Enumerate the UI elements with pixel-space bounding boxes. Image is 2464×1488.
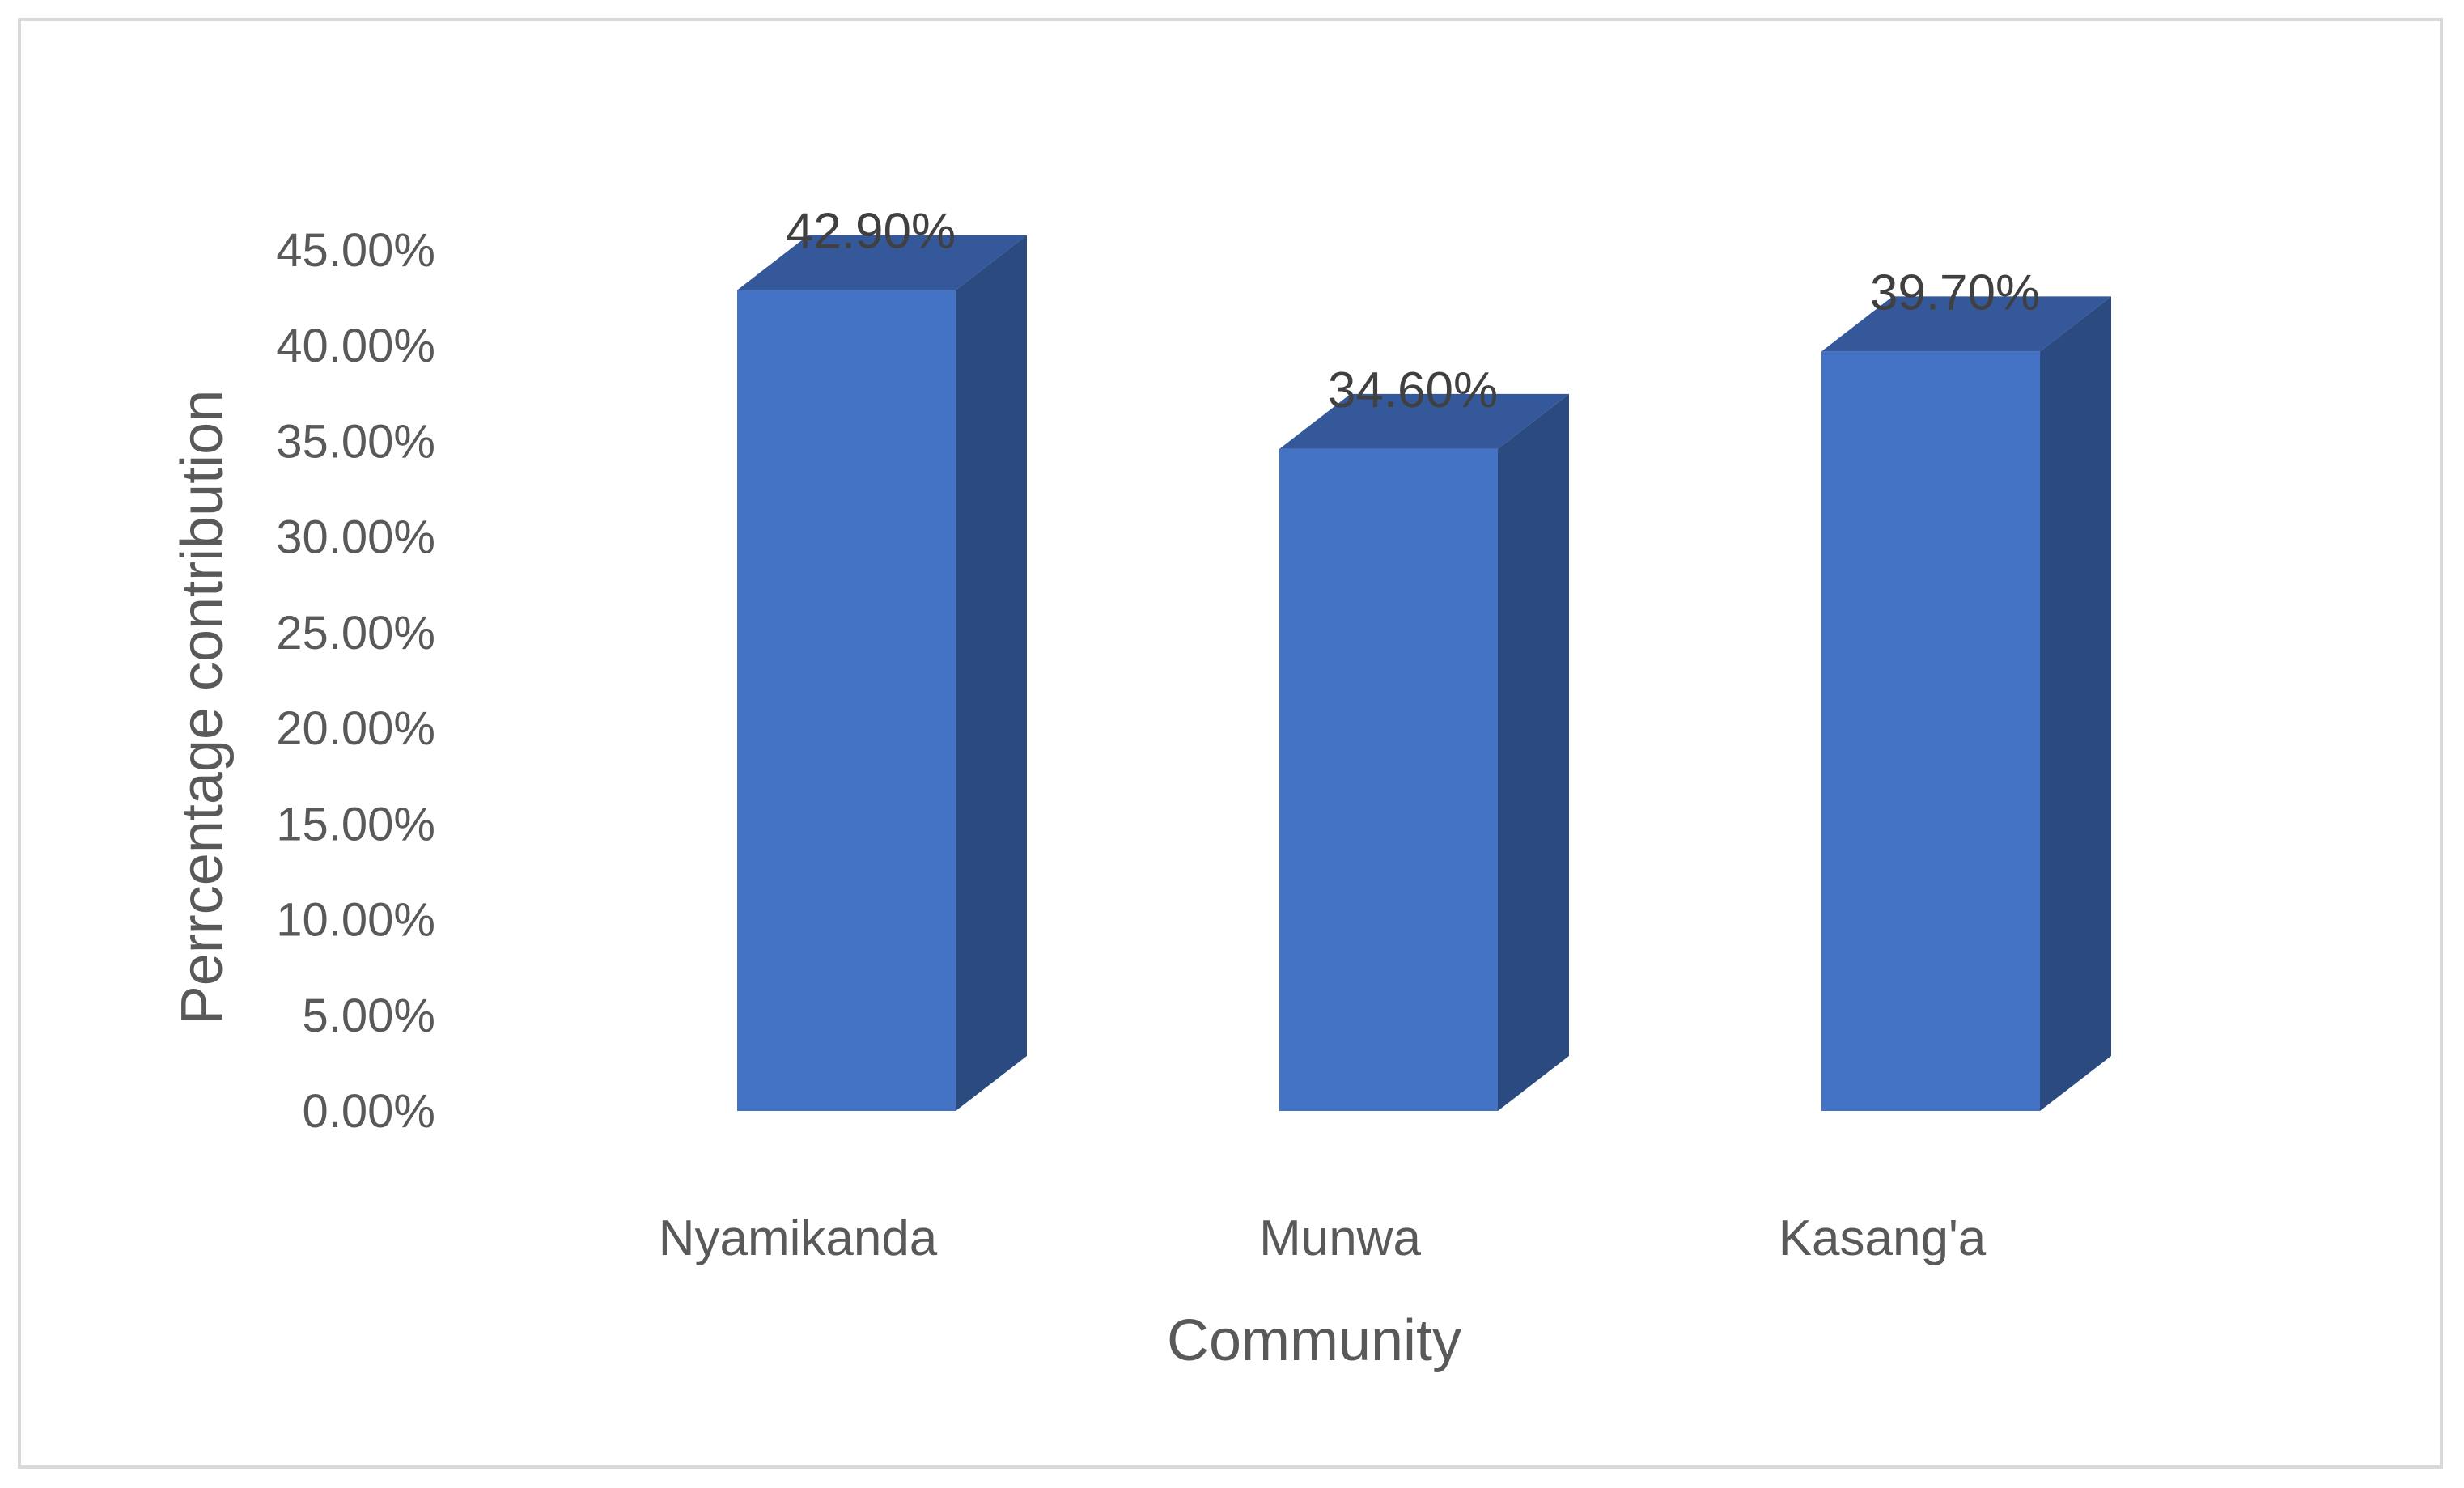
bar-top-face [737, 235, 1027, 290]
bar-side-face [1498, 393, 1569, 1111]
bar-front-face [1279, 448, 1498, 1111]
x-axis-title: Community [1167, 1308, 1461, 1373]
y-tick-label: 30.00% [276, 511, 435, 564]
bars [737, 235, 2111, 1111]
y-tick-label: 25.00% [276, 607, 435, 659]
y-tick-label: 40.00% [276, 320, 435, 372]
bar [1821, 296, 2111, 1111]
y-tick-label: 35.00% [276, 415, 435, 468]
x-category-label: Nyamikanda [659, 1210, 938, 1266]
chart-frame: 0.00% 5.00% 10.00% 15.00% 20.00% 25.00% 30.00%… [18, 18, 2443, 1469]
data-label: 39.70% [1870, 265, 2040, 320]
y-tick-label: 0.00% [303, 1085, 435, 1138]
y-axis-title: Perrcentage contribution [170, 390, 235, 1024]
x-axis-category-labels: Nyamikanda Munwa Kasang'a [659, 1210, 1987, 1266]
x-category-label: Kasang'a [1779, 1210, 1987, 1266]
bar [737, 235, 1027, 1111]
y-tick-label: 20.00% [276, 702, 435, 755]
y-tick-label: 15.00% [276, 798, 435, 850]
bar-chart: 0.00% 5.00% 10.00% 15.00% 20.00% 25.00% 30.00%… [170, 204, 2111, 1373]
y-axis-tick-labels: 0.00% 5.00% 10.00% 15.00% 20.00% 25.00% 30.00%… [276, 224, 435, 1138]
x-category-label: Munwa [1259, 1210, 1421, 1266]
data-label: 42.90% [786, 204, 956, 260]
bar [1279, 393, 1569, 1111]
bar-front-face [737, 290, 956, 1111]
bar-side-face [2040, 296, 2111, 1111]
bar-side-face [956, 235, 1027, 1111]
bar-top-face [1279, 393, 1569, 449]
bar-top-face [1821, 296, 2111, 352]
data-label: 34.60% [1328, 362, 1498, 418]
bar-front-face [1821, 351, 2040, 1111]
y-tick-label: 45.00% [276, 224, 435, 277]
y-tick-label: 5.00% [303, 990, 435, 1042]
data-labels: 42.90% 34.60% 39.70% [786, 204, 2040, 418]
y-tick-label: 10.00% [276, 894, 435, 947]
